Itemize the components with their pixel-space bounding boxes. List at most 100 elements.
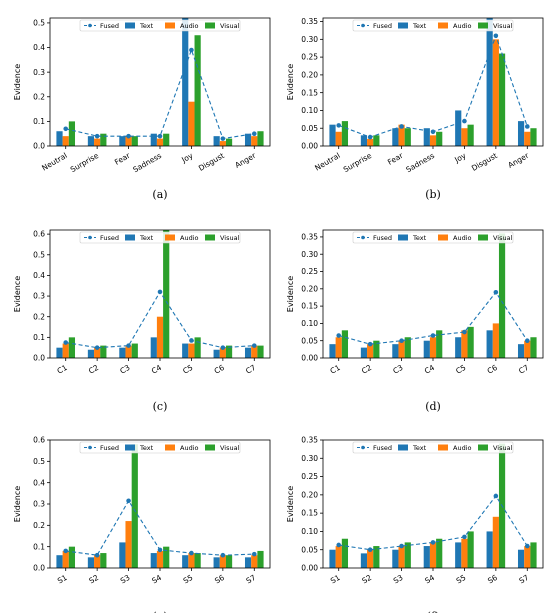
- x-tick-label-s4: S4: [150, 573, 163, 586]
- y-tick-label: 0.2: [33, 312, 45, 321]
- bar-text-s5: [182, 555, 189, 568]
- bar-audio-joy: [188, 101, 195, 146]
- fused-point-c4: [157, 289, 163, 295]
- y-tick-label: 0.10: [301, 106, 318, 115]
- x-tick-label-sadness: Sadness: [404, 151, 436, 174]
- fused-point-s3: [399, 543, 404, 549]
- y-axis-title: Evidence: [13, 486, 22, 522]
- bar-text-s3: [392, 549, 399, 568]
- fused-point-c6: [220, 345, 226, 350]
- x-tick-label-s5: S5: [182, 573, 195, 586]
- x-tick-label-s2: S2: [87, 573, 100, 586]
- fused-point-sadness: [430, 129, 436, 135]
- fused-point-c7: [251, 343, 257, 348]
- bar-text-anger: [517, 121, 525, 146]
- bar-text-c6: [213, 349, 220, 358]
- fused-point-c4: [430, 333, 436, 338]
- bar-visual-c2: [100, 345, 107, 358]
- fused-point-c7: [524, 338, 530, 344]
- bar-visual-c1: [68, 337, 76, 358]
- x-tick-label-s7: S7: [245, 573, 258, 586]
- fused-point-c2: [367, 341, 373, 347]
- legend-label-fused: Fused: [373, 444, 392, 452]
- x-tick-label-surprise: Surprise: [342, 151, 374, 175]
- y-tick-label: 0.25: [301, 472, 318, 481]
- bar-text-c2: [87, 349, 95, 358]
- fused-point-c1: [336, 333, 342, 338]
- bar-text-sadness: [423, 128, 430, 146]
- y-tick-label: 0.1: [33, 542, 45, 551]
- legend-label-fused: Fused: [100, 444, 119, 452]
- legend-label-fused: Fused: [373, 234, 392, 242]
- fused-point-s5: [189, 550, 194, 556]
- bar-visual-c7: [530, 337, 537, 358]
- bar-visual-s1: [341, 538, 349, 568]
- y-tick-label: 0.05: [301, 336, 318, 345]
- bar-visual-sadness: [436, 131, 443, 146]
- fused-point-s3: [126, 498, 131, 504]
- y-tick-label: 0.2: [33, 521, 45, 530]
- legend-swatch-text: [398, 22, 408, 29]
- y-tick-label: 0.35: [301, 17, 318, 26]
- bar-visual-c3: [404, 337, 411, 358]
- bar-text-c1: [56, 347, 63, 358]
- y-tick-label: 0.0: [33, 142, 45, 151]
- bar-visual-s3: [404, 542, 411, 568]
- legend-label-visual: Visual: [493, 444, 513, 452]
- legend-marker-fused: [361, 23, 365, 28]
- y-tick-label: 0.4: [33, 271, 45, 280]
- fused-point-joy: [189, 47, 194, 53]
- legend-swatch-text: [125, 22, 135, 29]
- legend-label-audio: Audio: [453, 444, 471, 452]
- bar-audio-anger: [524, 131, 531, 146]
- legend-label-text: Text: [412, 444, 427, 452]
- bar-audio-s4: [429, 542, 437, 568]
- y-tick-label: 0.4: [33, 43, 45, 52]
- legend-box: [352, 231, 514, 244]
- fused-point-sadness: [157, 133, 163, 139]
- bar-audio-s2: [94, 555, 101, 568]
- bar-visual-surprise: [373, 135, 380, 146]
- bar-audio-c1: [335, 337, 342, 358]
- legend-swatch-text: [125, 234, 135, 241]
- y-tick-label: 0.00: [301, 142, 318, 151]
- x-tick-label-c7: C7: [517, 363, 530, 376]
- legend-box: [79, 231, 241, 244]
- x-tick-label-c6: C6: [213, 363, 226, 376]
- fused-point-s2: [94, 552, 100, 558]
- bar-text-s4: [423, 546, 430, 568]
- y-tick-label: 0.5: [33, 457, 45, 466]
- y-tick-label: 0.15: [301, 509, 318, 518]
- legend: Fused Text Audio Visual: [79, 441, 241, 454]
- bar-visual-c5: [194, 337, 201, 358]
- legend-swatch-visual: [478, 444, 488, 451]
- legend-marker-fused: [88, 445, 92, 450]
- y-axis-title: Evidence: [286, 64, 295, 100]
- bar-audio-c6: [492, 323, 499, 358]
- fused-point-disgust: [220, 136, 226, 141]
- legend-box: [352, 441, 514, 454]
- bar-visual-s2: [100, 553, 107, 568]
- y-axis-title: Evidence: [13, 276, 22, 312]
- bar-audio-c3: [398, 340, 405, 358]
- bar-text-c7: [517, 344, 525, 358]
- fused-point-neutral: [63, 126, 69, 132]
- bar-visual-fear: [131, 136, 138, 146]
- bar-audio-fear: [398, 124, 405, 146]
- bar-audio-surprise: [94, 138, 101, 146]
- x-tick-label-s4: S4: [423, 573, 436, 586]
- bar-text-s6: [213, 557, 220, 568]
- bar-text-s7: [244, 557, 252, 568]
- fused-point-c3: [399, 338, 404, 344]
- y-tick-label: 0.35: [301, 233, 318, 242]
- x-tick-label-s6: S6: [486, 573, 499, 586]
- bar-audio-neutral: [335, 131, 342, 146]
- legend-label-audio: Audio: [180, 22, 198, 30]
- x-tick-label-c1: C1: [56, 363, 69, 376]
- y-tick-label: 0.3: [33, 292, 45, 301]
- legend-label-fused: Fused: [100, 234, 119, 242]
- bar-text-c3: [119, 347, 126, 358]
- y-tick-label: 0.05: [301, 545, 318, 554]
- legend-swatch-visual: [478, 22, 488, 29]
- bar-audio-s6: [492, 516, 499, 568]
